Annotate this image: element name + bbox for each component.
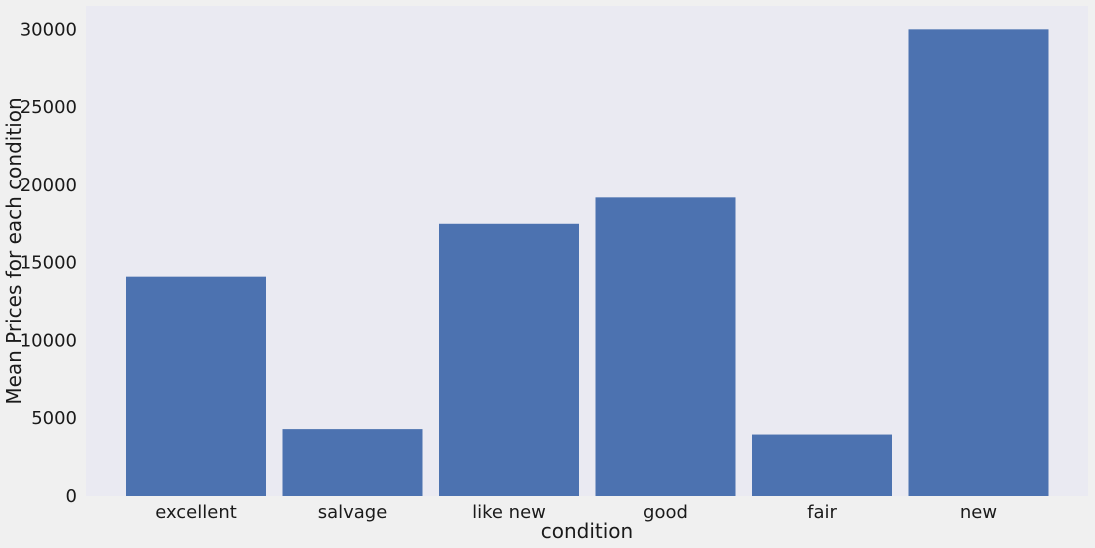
bar-fair — [752, 434, 892, 496]
bar-like-new — [439, 223, 579, 496]
y-tick-label: 30000 — [20, 19, 77, 40]
x-tick-label: excellent — [155, 502, 237, 523]
y-axis-label: Mean Prices for each condition — [2, 97, 26, 404]
x-tick-label: fair — [807, 502, 837, 523]
y-tick-label: 10000 — [20, 330, 77, 351]
y-tick-label: 5000 — [31, 408, 77, 429]
bar-new — [908, 29, 1049, 496]
x-tick-label: salvage — [318, 502, 388, 523]
x-tick-label: good — [643, 502, 688, 523]
bar-salvage — [282, 429, 423, 496]
y-axis-ticks: 0 5000 10000 15000 20000 25000 30000 — [20, 19, 77, 507]
x-axis-label: condition — [541, 519, 633, 543]
y-tick-label: 0 — [66, 486, 77, 507]
bar-excellent — [126, 276, 266, 496]
x-tick-label: new — [960, 502, 997, 523]
x-tick-label: like new — [472, 502, 546, 523]
x-axis-ticks: excellent salvage like new good fair new — [155, 502, 997, 523]
bar-good — [595, 197, 736, 497]
y-tick-label: 15000 — [20, 253, 77, 274]
y-tick-label: 25000 — [20, 97, 77, 118]
y-tick-label: 20000 — [20, 175, 77, 196]
bars-layer — [126, 29, 1049, 497]
